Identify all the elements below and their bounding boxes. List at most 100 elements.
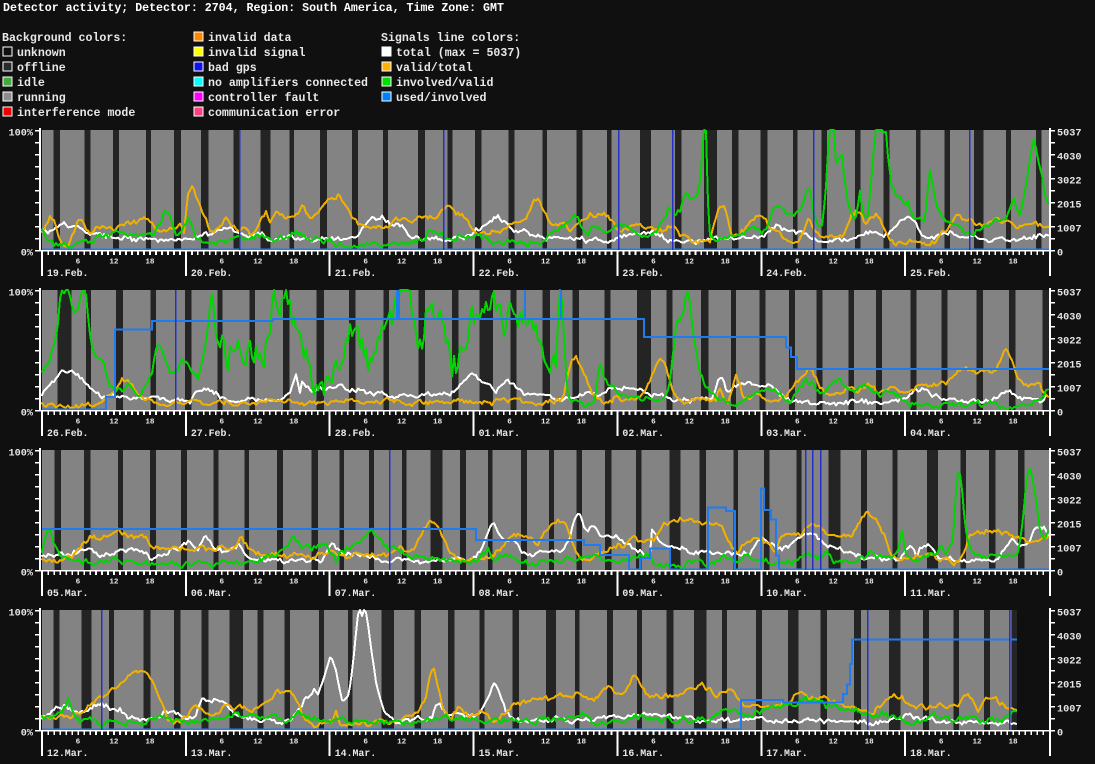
svg-text:1007: 1007 (1057, 705, 1081, 716)
svg-text:4030: 4030 (1057, 313, 1081, 324)
svg-text:12: 12 (253, 419, 263, 427)
svg-text:6: 6 (507, 419, 512, 427)
svg-text:12: 12 (973, 259, 983, 267)
svg-text:valid/total: valid/total (396, 62, 473, 75)
svg-text:invalid data: invalid data (208, 32, 292, 45)
svg-text:12.Mar.: 12.Mar. (47, 748, 88, 759)
svg-text:18: 18 (145, 579, 155, 587)
svg-text:17.Mar.: 17.Mar. (766, 748, 807, 759)
svg-text:100%: 100% (9, 289, 34, 300)
svg-text:0%: 0% (21, 729, 34, 740)
svg-text:6: 6 (507, 739, 512, 747)
svg-text:18: 18 (289, 739, 299, 747)
svg-text:18: 18 (289, 579, 299, 587)
svg-text:18: 18 (721, 579, 731, 587)
svg-text:6: 6 (76, 419, 81, 427)
svg-text:100%: 100% (9, 449, 34, 460)
svg-text:6: 6 (939, 579, 944, 587)
svg-text:18: 18 (721, 419, 731, 427)
svg-text:2015: 2015 (1057, 201, 1081, 212)
svg-text:12: 12 (685, 739, 695, 747)
svg-text:15.Mar.: 15.Mar. (479, 748, 520, 759)
svg-text:12: 12 (109, 739, 119, 747)
svg-text:12: 12 (541, 419, 551, 427)
svg-text:18: 18 (865, 579, 875, 587)
svg-text:4030: 4030 (1057, 633, 1081, 644)
svg-text:12: 12 (253, 259, 263, 267)
svg-text:6: 6 (220, 579, 225, 587)
svg-text:07.Mar.: 07.Mar. (335, 588, 376, 599)
svg-text:5037: 5037 (1057, 449, 1081, 460)
svg-text:14.Mar.: 14.Mar. (335, 748, 376, 759)
svg-text:6: 6 (651, 579, 656, 587)
svg-text:18: 18 (1008, 739, 1018, 747)
svg-text:18: 18 (289, 419, 299, 427)
svg-text:18: 18 (289, 259, 299, 267)
svg-text:12: 12 (829, 579, 839, 587)
svg-text:18: 18 (1008, 259, 1018, 267)
svg-text:6: 6 (795, 579, 800, 587)
svg-text:12: 12 (397, 579, 407, 587)
svg-text:06.Mar.: 06.Mar. (191, 588, 232, 599)
svg-text:involved/valid: involved/valid (396, 77, 493, 90)
svg-text:6: 6 (220, 419, 225, 427)
svg-text:12: 12 (253, 739, 263, 747)
svg-text:6: 6 (795, 739, 800, 747)
svg-text:22.Feb.: 22.Feb. (479, 268, 520, 279)
svg-text:2015: 2015 (1057, 521, 1081, 532)
svg-text:18: 18 (577, 259, 587, 267)
svg-text:5037: 5037 (1057, 609, 1081, 620)
svg-text:12: 12 (685, 259, 695, 267)
svg-text:6: 6 (363, 579, 368, 587)
svg-text:09.Mar.: 09.Mar. (622, 588, 663, 599)
svg-text:12: 12 (541, 739, 551, 747)
svg-text:12: 12 (973, 579, 983, 587)
svg-text:2015: 2015 (1057, 681, 1081, 692)
svg-text:6: 6 (76, 579, 81, 587)
svg-text:08.Mar.: 08.Mar. (479, 588, 520, 599)
svg-text:3022: 3022 (1057, 337, 1081, 348)
svg-text:total (max = 5037): total (max = 5037) (396, 47, 521, 60)
svg-text:6: 6 (795, 259, 800, 267)
svg-text:25.Feb.: 25.Feb. (910, 268, 951, 279)
svg-text:6: 6 (507, 259, 512, 267)
svg-text:0: 0 (1057, 249, 1063, 260)
svg-text:18: 18 (145, 739, 155, 747)
svg-text:6: 6 (220, 259, 225, 267)
svg-text:04.Mar.: 04.Mar. (910, 428, 951, 439)
svg-text:0%: 0% (21, 409, 34, 420)
svg-text:18: 18 (865, 259, 875, 267)
svg-text:0: 0 (1057, 409, 1063, 420)
svg-text:6: 6 (939, 419, 944, 427)
svg-text:12: 12 (685, 579, 695, 587)
svg-text:02.Mar.: 02.Mar. (622, 428, 663, 439)
svg-text:10.Mar.: 10.Mar. (766, 588, 807, 599)
svg-text:Detector activity; Detector: 2: Detector activity; Detector: 2704, Regio… (3, 2, 504, 15)
svg-text:12: 12 (541, 579, 551, 587)
svg-text:1007: 1007 (1057, 545, 1081, 556)
svg-text:bad gps: bad gps (208, 62, 257, 75)
svg-text:0%: 0% (21, 249, 34, 260)
svg-text:24.Feb.: 24.Feb. (766, 268, 807, 279)
svg-text:12: 12 (829, 419, 839, 427)
svg-text:2015: 2015 (1057, 361, 1081, 372)
svg-text:19.Feb.: 19.Feb. (47, 268, 88, 279)
svg-text:18: 18 (577, 419, 587, 427)
svg-text:18: 18 (433, 579, 443, 587)
svg-text:18: 18 (145, 259, 155, 267)
svg-text:3022: 3022 (1057, 657, 1081, 668)
svg-text:running: running (17, 92, 66, 105)
svg-text:18: 18 (433, 259, 443, 267)
svg-text:12: 12 (397, 259, 407, 267)
svg-text:invalid signal: invalid signal (208, 47, 305, 60)
svg-text:idle: idle (17, 77, 45, 90)
svg-text:0: 0 (1057, 569, 1063, 580)
svg-text:Signals line colors:: Signals line colors: (381, 32, 520, 45)
svg-text:0%: 0% (21, 569, 34, 580)
svg-text:interference mode: interference mode (17, 107, 135, 120)
svg-text:6: 6 (939, 259, 944, 267)
svg-text:23.Feb.: 23.Feb. (622, 268, 663, 279)
svg-text:18: 18 (721, 739, 731, 747)
svg-text:4030: 4030 (1057, 153, 1081, 164)
svg-text:16.Mar.: 16.Mar. (622, 748, 663, 759)
